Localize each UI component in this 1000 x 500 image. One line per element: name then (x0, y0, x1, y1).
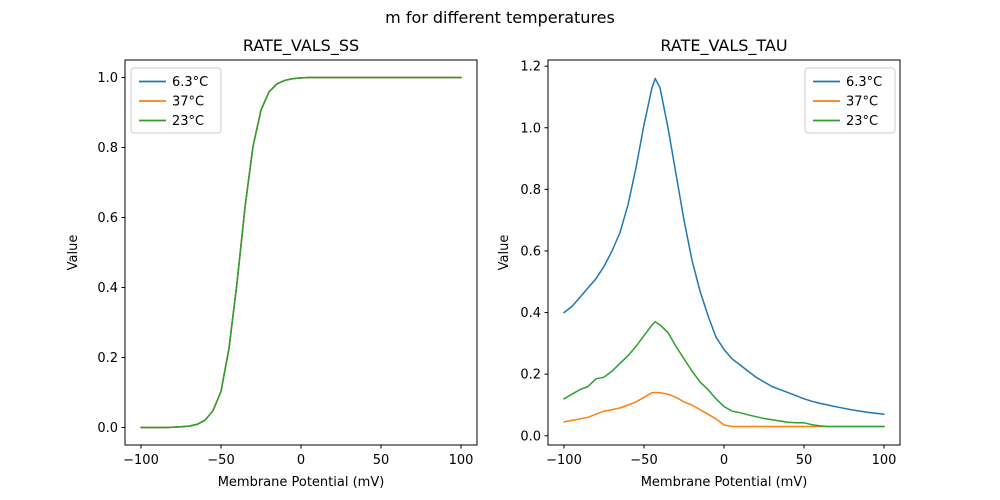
y-tick-label: 0.2 (520, 368, 541, 383)
x-tick-label: 50 (796, 453, 813, 468)
legend-box (130, 67, 222, 134)
x-axis-ticks: −100 −50 0 50 100 (123, 445, 473, 468)
x-axis-label: Membrane Potential (mV) (218, 475, 385, 490)
x-tick-label: 0 (297, 453, 305, 468)
x-tick-label: 50 (373, 453, 390, 468)
series-line-23C (140, 76, 462, 429)
x-tick-label: 100 (449, 453, 474, 468)
y-axis-label: Value (66, 235, 81, 271)
y-tick-label: 0.4 (97, 281, 118, 296)
subplot-title: RATE_VALS_TAU (660, 36, 787, 56)
x-tick-label: −50 (630, 453, 657, 468)
series-line-6.3C (563, 77, 885, 415)
y-tick-label: 0.8 (97, 141, 118, 156)
y-tick-label: 0.0 (520, 429, 541, 444)
subplot-rate-vals-tau: −100 −50 0 50 100 0.0 0.2 0.4 0.6 0.8 1.0 1.2 RATE_V… (497, 36, 901, 490)
series-line-23C (563, 321, 885, 428)
y-tick-label: 0.0 (97, 421, 118, 436)
figure-title: m for different temperatures (385, 8, 615, 27)
y-tick-label: 0.2 (97, 351, 118, 366)
x-tick-label: 100 (872, 453, 897, 468)
legend-entry: 23°C (139, 114, 204, 129)
subplot-title: RATE_VALS_SS (243, 36, 359, 56)
y-tick-label: 1.2 (520, 60, 541, 75)
legend-label: 23°C (172, 114, 204, 129)
legend-label: 6.3°C (846, 75, 882, 90)
legend-entry: 6.3°C (813, 75, 882, 90)
legend-label: 37°C (846, 95, 878, 110)
y-axis-ticks: 0.0 0.2 0.4 0.6 0.8 1.0 1.2 (520, 60, 548, 444)
subplot-rate-vals-ss: −100 −50 0 50 100 0.0 0.2 0.4 0.6 0.8 1.0 RATE_VALS… (66, 36, 478, 490)
legend-entry: 23°C (813, 114, 878, 129)
y-tick-label: 1.0 (97, 71, 118, 86)
y-tick-label: 0.4 (520, 306, 541, 321)
legend-entry: 6.3°C (139, 75, 208, 90)
x-axis-ticks: −100 −50 0 50 100 (546, 445, 896, 468)
legend-entry: 37°C (139, 95, 204, 110)
legend-box (804, 67, 896, 134)
legend-label: 6.3°C (172, 75, 208, 90)
legend-label: 23°C (846, 114, 878, 129)
x-axis-label: Membrane Potential (mV) (641, 475, 808, 490)
legend: 6.3°C 37°C 23°C (130, 67, 222, 134)
series-line-37C (563, 391, 885, 428)
y-tick-label: 0.8 (520, 183, 541, 198)
y-tick-label: 0.6 (520, 244, 541, 259)
x-tick-label: −50 (207, 453, 234, 468)
y-axis-label: Value (497, 235, 512, 271)
y-axis-ticks: 0.0 0.2 0.4 0.6 0.8 1.0 (97, 71, 125, 436)
legend-label: 37°C (172, 95, 204, 110)
y-tick-label: 1.0 (520, 121, 541, 136)
x-tick-label: −100 (123, 453, 159, 468)
legend-entry: 37°C (813, 95, 878, 110)
x-tick-label: −100 (546, 453, 582, 468)
y-tick-label: 0.6 (97, 211, 118, 226)
legend: 6.3°C 37°C 23°C (804, 67, 896, 134)
x-tick-label: 0 (720, 453, 728, 468)
